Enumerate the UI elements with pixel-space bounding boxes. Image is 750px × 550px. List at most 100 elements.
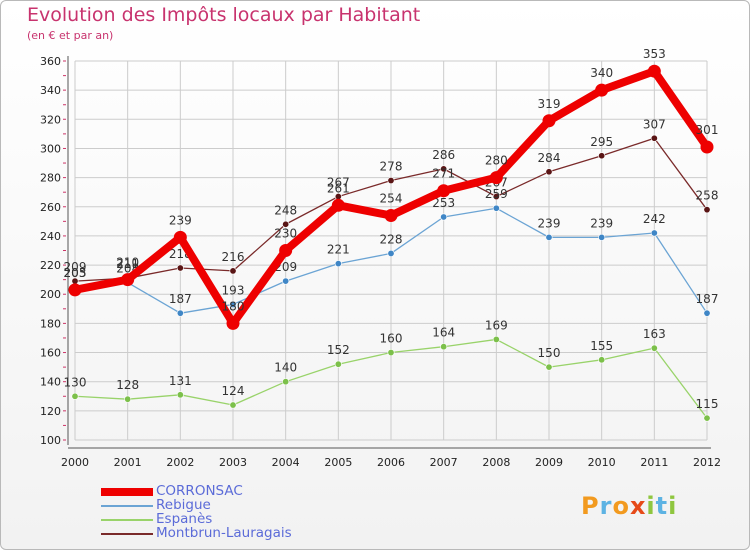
point-espan-s-2005 — [334, 360, 342, 368]
chart-subtitle: (en € et par an) — [27, 29, 114, 42]
data-label-rebigue-2000: 205 — [64, 266, 87, 280]
data-label-montbrun-lauragais-2004: 248 — [274, 203, 297, 217]
point-corronsac-2003 — [226, 316, 240, 330]
point-rebigue-2005 — [334, 260, 342, 268]
data-label-rebigue-2008: 259 — [485, 187, 508, 201]
y-tick-label-220: 220 — [40, 259, 61, 272]
y-tick-label-280: 280 — [40, 172, 61, 185]
logo-letter: i — [646, 492, 656, 520]
point-rebigue-2010 — [598, 233, 606, 241]
point-rebigue-2012 — [703, 309, 711, 317]
data-label-espan-s-2009: 150 — [538, 346, 561, 360]
data-label-espan-s-2006: 160 — [380, 332, 403, 346]
data-label-espan-s-2003: 124 — [222, 384, 245, 398]
logo-letter: t — [655, 492, 669, 520]
data-label-espan-s-2005: 152 — [327, 343, 350, 357]
data-label-rebigue-2011: 242 — [643, 212, 666, 226]
chart-title: Evolution des Impôts locaux par Habitant — [27, 4, 421, 26]
point-montbrun-lauragais-2003 — [229, 267, 237, 275]
point-rebigue-2002 — [176, 309, 184, 317]
point-espan-s-2009 — [545, 363, 553, 371]
data-label-rebigue-2009: 239 — [538, 216, 561, 230]
data-label-espan-s-2001: 128 — [116, 378, 139, 392]
data-label-corronsac-2007: 271 — [432, 167, 455, 181]
data-label-espan-s-2011: 163 — [643, 327, 666, 341]
logo-letter: i — [668, 492, 678, 520]
x-tick-label-2005: 2005 — [324, 456, 352, 469]
point-espan-s-2011 — [650, 344, 658, 352]
point-rebigue-2009 — [545, 233, 553, 241]
data-label-montbrun-lauragais-2005: 267 — [327, 176, 350, 190]
legend-label-montbrun-lauragais: Montbrun-Lauragais — [156, 525, 292, 541]
data-label-corronsac-2011: 353 — [643, 47, 666, 61]
point-corronsac-2012 — [700, 140, 714, 154]
data-label-corronsac-2010: 340 — [590, 66, 613, 80]
data-label-rebigue-2012: 187 — [696, 292, 719, 306]
y-tick-label-120: 120 — [40, 405, 61, 418]
x-tick-label-2003: 2003 — [219, 456, 247, 469]
data-label-rebigue-2007: 253 — [432, 196, 455, 210]
data-label-montbrun-lauragais-2007: 286 — [432, 148, 455, 162]
point-corronsac-2004 — [279, 244, 293, 257]
point-montbrun-lauragais-2007 — [440, 165, 448, 173]
data-label-montbrun-lauragais-2001: 211 — [116, 257, 139, 271]
legend-swatch-montbrun-lauragais — [101, 533, 153, 535]
y-tick-label-360: 360 — [40, 55, 61, 68]
point-espan-s-2004 — [282, 378, 290, 386]
point-corronsac-2008 — [489, 171, 503, 185]
y-tick-label-300: 300 — [40, 142, 61, 155]
y-tick-label-180: 180 — [40, 317, 61, 330]
point-rebigue-2008 — [492, 204, 500, 212]
point-corronsac-2006 — [384, 209, 398, 223]
point-corronsac-2010 — [595, 83, 609, 97]
data-label-montbrun-lauragais-2010: 295 — [590, 135, 613, 149]
data-label-montbrun-lauragais-2000: 209 — [64, 260, 87, 274]
point-rebigue-2003 — [229, 300, 237, 308]
x-tick-label-2002: 2002 — [166, 456, 194, 469]
data-label-montbrun-lauragais-2009: 284 — [538, 151, 561, 165]
point-corronsac-2009 — [542, 114, 556, 128]
point-espan-s-2012 — [703, 414, 711, 422]
data-label-espan-s-2012: 115 — [696, 397, 719, 411]
data-label-montbrun-lauragais-2006: 278 — [380, 160, 403, 174]
data-label-corronsac-2002: 239 — [169, 213, 192, 227]
point-rebigue-2011 — [650, 229, 658, 237]
x-tick-label-2008: 2008 — [482, 456, 510, 469]
point-montbrun-lauragais-2009 — [545, 168, 553, 176]
data-label-rebigue-2010: 239 — [590, 216, 613, 230]
data-label-montbrun-lauragais-2011: 307 — [643, 117, 666, 131]
data-label-corronsac-2001: 210 — [116, 256, 139, 270]
point-montbrun-lauragais-2011 — [650, 134, 658, 142]
point-espan-s-2006 — [387, 349, 395, 357]
data-label-rebigue-2005: 221 — [327, 243, 350, 257]
point-rebigue-2006 — [387, 249, 395, 257]
data-label-corronsac-2008: 280 — [485, 154, 508, 168]
point-corronsac-2000 — [68, 283, 82, 297]
data-label-corronsac-2006: 254 — [380, 192, 403, 206]
data-label-montbrun-lauragais-2012: 258 — [696, 189, 719, 203]
data-label-montbrun-lauragais-2003: 216 — [222, 250, 245, 264]
x-tick-label-2000: 2000 — [61, 456, 89, 469]
point-montbrun-lauragais-2006 — [387, 177, 395, 185]
legend-item-rebigue: Rebigue — [101, 498, 381, 513]
logo-letter: P — [581, 492, 600, 520]
y-tick-label-200: 200 — [40, 288, 61, 301]
point-espan-s-2000 — [71, 392, 79, 400]
legend-swatch-corronsac — [101, 488, 153, 496]
y-tick-label-320: 320 — [40, 113, 61, 126]
x-tick-label-2004: 2004 — [272, 456, 300, 469]
legend-label-corronsac: CORRONSAC — [156, 483, 243, 499]
point-corronsac-2002 — [173, 230, 187, 244]
point-montbrun-lauragais-2002 — [176, 264, 184, 272]
data-label-espan-s-2008: 169 — [485, 318, 508, 332]
data-label-corronsac-2012: 301 — [696, 123, 719, 137]
point-montbrun-lauragais-2004 — [282, 220, 290, 228]
data-label-rebigue-2006: 228 — [380, 232, 403, 246]
point-corronsac-2011 — [647, 64, 661, 78]
data-label-rebigue-2003: 193 — [222, 283, 245, 297]
legend-item-espan-s: Espanès — [101, 512, 381, 527]
point-corronsac-2007 — [437, 184, 451, 198]
data-label-corronsac-2005: 261 — [327, 181, 350, 195]
